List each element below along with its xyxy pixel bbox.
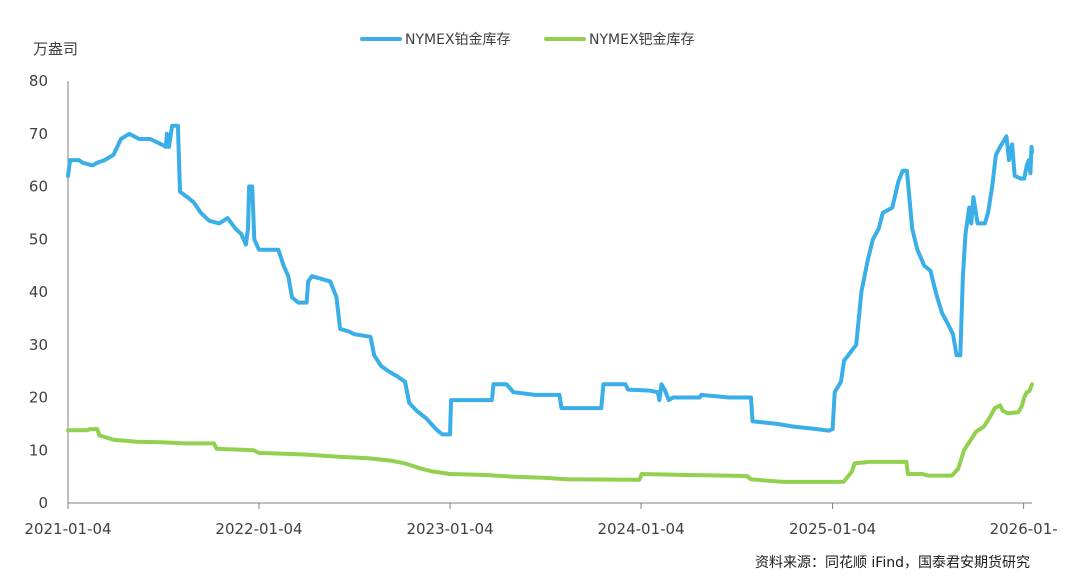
y-tick-label: 40 [29,283,48,301]
series-line-platinum [66,123,1034,437]
y-tick-label: 10 [29,441,48,459]
y-axis-unit-label: 万盎司 [33,40,78,58]
legend: NYMEX铂金库存 NYMEX钯金库存 [360,32,695,48]
x-tick-label: 2024-01-04 [597,520,684,538]
series-line-palladium [66,382,1034,484]
y-tick-label: 80 [29,72,48,90]
x-tick-label: 2023-01-04 [406,520,493,538]
legend-label-platinum: NYMEX铂金库存 [405,32,511,48]
x-tick-label: 2022-01-04 [215,520,302,538]
y-tick-label: 30 [29,336,48,354]
x-tick-label: 2021-01-04 [24,520,111,538]
y-tick-label: 50 [29,230,48,248]
series-layer [66,123,1034,484]
x-tick-label: 2026-01- [990,520,1058,538]
y-tick-label: 60 [29,178,48,196]
x-tick-label: 2025-01-04 [789,520,876,538]
y-tick-label: 20 [29,389,48,407]
y-tick-label: 0 [38,494,48,512]
x-axis: 2021-01-04 2022-01-04 2023-01-04 2024-01-04… [24,502,1058,538]
y-axis: 0 10 20 30 40 50 60 70 80 [29,72,69,512]
y-tick-label: 70 [29,125,48,143]
legend-label-palladium: NYMEX钯金库存 [589,32,695,48]
source-note: 资料来源：同花顺 iFind，国泰君安期货研究 [755,554,1030,571]
